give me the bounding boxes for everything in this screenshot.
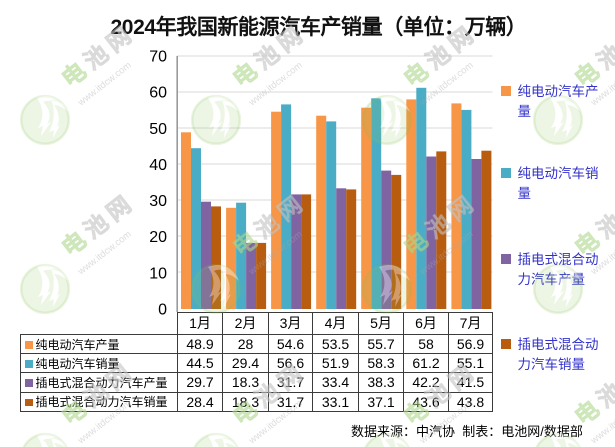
svg-text:40: 40 xyxy=(149,157,167,174)
svg-text:10: 10 xyxy=(149,265,167,282)
svg-text:50: 50 xyxy=(149,121,167,138)
svg-text:60: 60 xyxy=(149,85,167,102)
svg-text:70: 70 xyxy=(149,49,167,66)
svg-text:0: 0 xyxy=(158,302,167,319)
svg-text:30: 30 xyxy=(149,193,167,210)
svg-text:20: 20 xyxy=(149,229,167,246)
